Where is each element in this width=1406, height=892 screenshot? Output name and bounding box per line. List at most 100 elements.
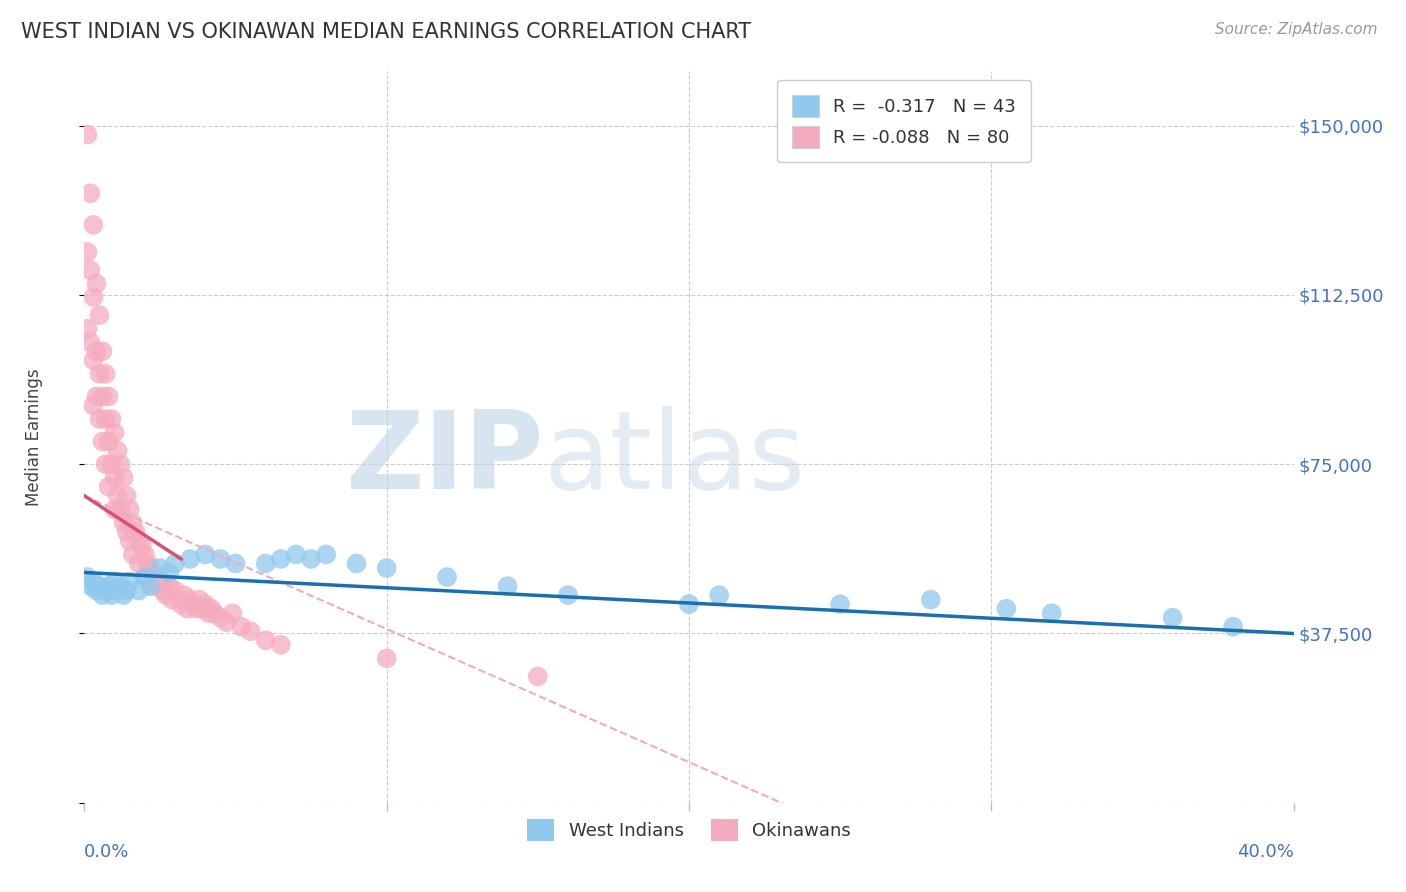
Point — [215, 615, 238, 630]
Point — [436, 570, 458, 584]
Point — [97, 434, 120, 449]
Point — [149, 579, 172, 593]
Point — [176, 601, 198, 615]
Point — [136, 557, 159, 571]
Point — [94, 457, 117, 471]
Point — [170, 597, 193, 611]
Point — [270, 552, 292, 566]
Point — [1040, 606, 1063, 620]
Point — [91, 588, 114, 602]
Point — [254, 633, 277, 648]
Point — [149, 561, 172, 575]
Point — [142, 570, 165, 584]
Point — [209, 610, 232, 624]
Point — [110, 579, 132, 593]
Point — [1161, 610, 1184, 624]
Point — [128, 583, 150, 598]
Point — [920, 592, 942, 607]
Point — [209, 552, 232, 566]
Point — [181, 597, 204, 611]
Point — [110, 457, 132, 471]
Point — [79, 263, 101, 277]
Point — [79, 186, 101, 201]
Point — [270, 638, 292, 652]
Point — [104, 502, 127, 516]
Point — [76, 570, 98, 584]
Point — [104, 471, 127, 485]
Point — [86, 277, 108, 291]
Text: Median Earnings: Median Earnings — [24, 368, 42, 506]
Point — [91, 434, 114, 449]
Point — [202, 606, 225, 620]
Point — [86, 344, 108, 359]
Text: Source: ZipAtlas.com: Source: ZipAtlas.com — [1215, 22, 1378, 37]
Point — [107, 583, 129, 598]
Point — [231, 620, 253, 634]
Point — [139, 579, 162, 593]
Text: 40.0%: 40.0% — [1237, 843, 1294, 861]
Point — [186, 601, 208, 615]
Point — [557, 588, 579, 602]
Point — [134, 570, 156, 584]
Point — [97, 579, 120, 593]
Point — [86, 389, 108, 403]
Point — [179, 592, 201, 607]
Text: 0.0%: 0.0% — [84, 843, 129, 861]
Point — [115, 583, 138, 598]
Point — [527, 669, 550, 683]
Point — [82, 399, 104, 413]
Text: WEST INDIAN VS OKINAWAN MEDIAN EARNINGS CORRELATION CHART: WEST INDIAN VS OKINAWAN MEDIAN EARNINGS … — [21, 22, 751, 42]
Point — [139, 561, 162, 575]
Point — [107, 489, 129, 503]
Point — [709, 588, 731, 602]
Point — [165, 557, 187, 571]
Point — [197, 606, 219, 620]
Point — [82, 353, 104, 368]
Point — [152, 583, 174, 598]
Point — [115, 489, 138, 503]
Point — [118, 574, 141, 589]
Point — [225, 557, 247, 571]
Point — [134, 570, 156, 584]
Point — [315, 548, 337, 562]
Point — [194, 597, 217, 611]
Point — [995, 601, 1018, 615]
Point — [79, 335, 101, 350]
Point — [97, 480, 120, 494]
Point — [76, 244, 98, 259]
Point — [76, 128, 98, 142]
Point — [200, 601, 222, 615]
Point — [239, 624, 262, 639]
Point — [100, 457, 122, 471]
Point — [76, 322, 98, 336]
Point — [179, 552, 201, 566]
Point — [100, 412, 122, 426]
Point — [112, 588, 135, 602]
Point — [121, 548, 143, 562]
Point — [830, 597, 852, 611]
Point — [89, 412, 111, 426]
Point — [160, 592, 183, 607]
Point — [131, 538, 153, 552]
Point — [496, 579, 519, 593]
Point — [125, 524, 148, 539]
Point — [89, 308, 111, 322]
Point — [82, 218, 104, 232]
Point — [128, 533, 150, 548]
Point — [191, 601, 214, 615]
Point — [678, 597, 700, 611]
Point — [285, 548, 308, 562]
Point — [146, 574, 169, 589]
Point — [89, 367, 111, 381]
Point — [107, 443, 129, 458]
Point — [94, 583, 117, 598]
Point — [157, 566, 180, 580]
Point — [346, 557, 368, 571]
Point — [118, 533, 141, 548]
Point — [91, 344, 114, 359]
Point — [110, 502, 132, 516]
Legend: West Indians, Okinawans: West Indians, Okinawans — [520, 812, 858, 848]
Text: ZIP: ZIP — [346, 406, 544, 512]
Point — [221, 606, 243, 620]
Point — [100, 588, 122, 602]
